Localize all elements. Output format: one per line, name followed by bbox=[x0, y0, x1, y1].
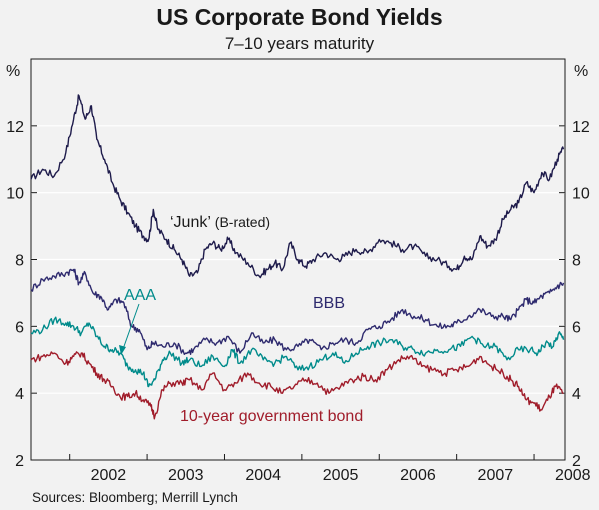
x-tick-label: 2008 bbox=[555, 467, 591, 484]
y-tick-label-left: 10 bbox=[6, 186, 24, 203]
y-unit-right: % bbox=[574, 63, 588, 80]
gridlines bbox=[31, 125, 565, 394]
y-axis-right: 2 4 6 8 10 12 bbox=[559, 119, 590, 470]
x-tick-label: 2007 bbox=[478, 467, 514, 484]
annotation-aaa-arrowhead bbox=[119, 345, 126, 355]
y-tick-label-right: 4 bbox=[572, 386, 581, 403]
y-unit-left: % bbox=[6, 63, 20, 80]
y-tick-label-left: 12 bbox=[6, 119, 24, 136]
y-tick-label-left: 6 bbox=[15, 319, 24, 336]
y-tick-label-left: 2 bbox=[15, 453, 24, 470]
series-line bbox=[30, 94, 565, 279]
y-tick-label-right: 10 bbox=[572, 186, 590, 203]
annotation-junk: ‘Junk’ (B-rated) bbox=[170, 214, 270, 231]
y-axis-left: 2 4 6 8 10 12 bbox=[6, 119, 37, 470]
y-tick-label-left: 4 bbox=[15, 386, 24, 403]
annotation-junk-suffix: (B-rated) bbox=[211, 214, 270, 230]
series-line bbox=[30, 351, 564, 420]
annotation-bbb: BBB bbox=[313, 295, 345, 312]
x-tick-label: 2003 bbox=[168, 467, 204, 484]
y-tick-label-left: 8 bbox=[15, 253, 24, 270]
y-tick-label-right: 12 bbox=[572, 119, 590, 136]
x-axis: 2002 2003 2004 2005 2006 2007 2008 bbox=[69, 454, 591, 484]
chart-title: US Corporate Bond Yields bbox=[156, 4, 443, 30]
x-tick-label: 2005 bbox=[323, 467, 359, 484]
annotation-govt-bond: 10-year government bond bbox=[180, 408, 363, 425]
annotation-aaa: AAA bbox=[124, 287, 156, 304]
source-note: Sources: Bloomberg; Merrill Lynch bbox=[32, 490, 238, 505]
annotation-junk-main: ‘Junk’ bbox=[170, 214, 211, 231]
x-tick-label: 2002 bbox=[91, 467, 127, 484]
annotation-aaa-pointer bbox=[121, 303, 140, 353]
x-tick-label: 2006 bbox=[400, 467, 436, 484]
series-line bbox=[30, 316, 565, 388]
chart-subtitle: 7–10 years maturity bbox=[224, 34, 375, 53]
series-lines bbox=[30, 94, 565, 420]
y-tick-label-right: 6 bbox=[572, 319, 581, 336]
y-tick-label-right: 2 bbox=[572, 453, 581, 470]
x-tick-label: 2004 bbox=[245, 467, 281, 484]
y-tick-label-right: 8 bbox=[572, 253, 581, 270]
series-line bbox=[30, 268, 565, 355]
